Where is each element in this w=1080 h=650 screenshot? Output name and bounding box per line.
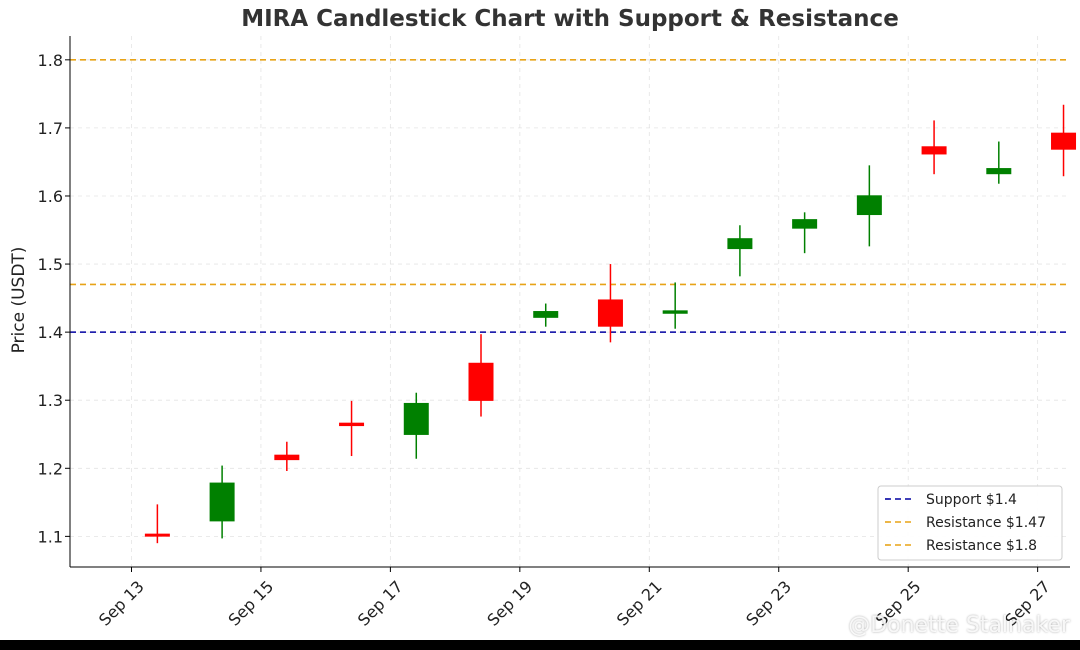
candle-body xyxy=(1051,132,1077,150)
y-tick-label: 1.4 xyxy=(38,323,63,342)
y-tick-label: 1.5 xyxy=(38,255,63,274)
candle-body xyxy=(403,402,429,435)
y-tick-label: 1.1 xyxy=(38,527,63,546)
y-tick-label: 1.2 xyxy=(38,459,63,478)
y-tick-label: 1.3 xyxy=(38,391,63,410)
candle-body xyxy=(339,422,365,427)
candle-body xyxy=(921,146,947,155)
x-tick-label: Sep 21 xyxy=(613,577,666,630)
candle-body xyxy=(468,362,494,401)
watermark-logo-icon xyxy=(809,606,844,640)
x-tick-label: Sep 15 xyxy=(224,577,277,630)
candle-body xyxy=(727,238,753,250)
y-tick-label: 1.8 xyxy=(38,51,63,70)
reference-lines xyxy=(70,59,1070,333)
candle-body xyxy=(662,310,688,314)
candle-body xyxy=(792,219,818,229)
x-tick-label: Sep 19 xyxy=(483,577,536,630)
chart-title: MIRA Candlestick Chart with Support & Re… xyxy=(241,6,899,32)
legend: Support $1.4 Resistance $1.47 Resistance $… xyxy=(877,485,1063,561)
candle-body xyxy=(209,482,235,522)
candle-body xyxy=(144,533,170,537)
x-tick-label: Sep 17 xyxy=(354,577,407,630)
candle-body xyxy=(274,454,300,461)
y-tick-label: 1.7 xyxy=(38,119,63,138)
x-tick-label: Sep 23 xyxy=(742,577,795,630)
candles xyxy=(144,104,1077,544)
watermark-text: @Donette Stalnaker xyxy=(848,613,1070,638)
candle-body xyxy=(986,168,1012,175)
axes: 1.1 1.2 1.3 1.4 1.5 1.6 1.7 1.8 Sep 13 Sep 15 Sep … xyxy=(38,36,1070,630)
legend-label: Support $1.4 xyxy=(926,492,1017,508)
candle-body xyxy=(856,195,882,216)
bottom-bar xyxy=(0,640,1080,650)
candle-body xyxy=(597,299,623,327)
x-tick-label: Sep 13 xyxy=(95,577,148,630)
legend-label: Resistance $1.8 xyxy=(926,538,1037,554)
y-tick-label: 1.6 xyxy=(38,187,63,206)
y-axis-label: Price (USDT) xyxy=(9,247,29,354)
watermark: @Donette Stalnaker xyxy=(809,606,1070,640)
legend-box xyxy=(877,485,1063,561)
legend-label: Resistance $1.47 xyxy=(926,515,1046,531)
candle-body xyxy=(533,311,559,318)
